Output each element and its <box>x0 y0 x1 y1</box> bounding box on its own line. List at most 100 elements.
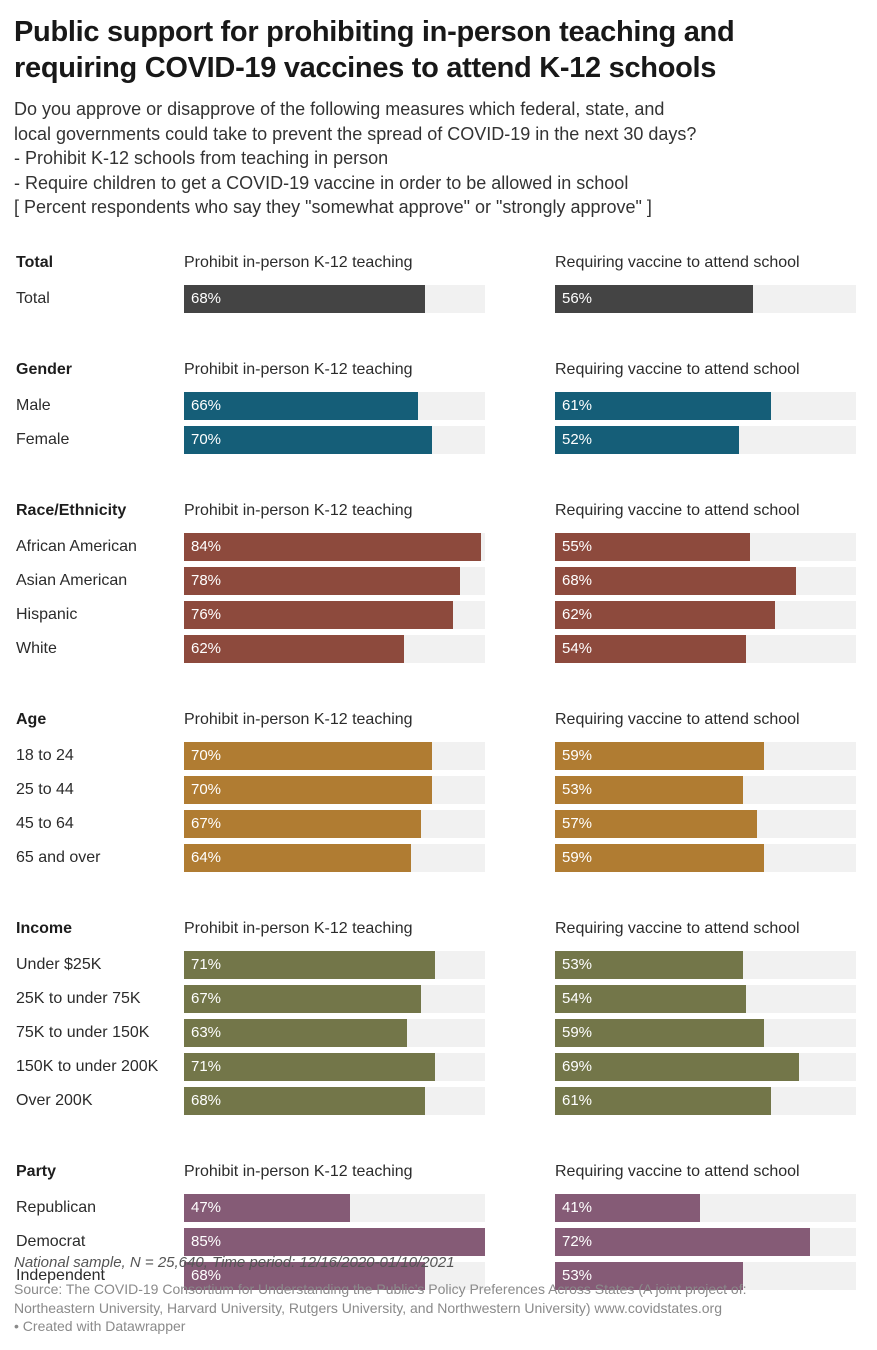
bar-track: 62% <box>555 601 856 629</box>
bar-value-label: 61% <box>562 397 593 414</box>
bar-track: 72% <box>555 1228 856 1256</box>
bar-track: 70% <box>184 426 485 454</box>
bar-value-label: 68% <box>191 290 222 307</box>
bar-value-label: 70% <box>191 781 222 798</box>
bar-value-label: 68% <box>562 572 593 589</box>
row-label: 45 to 64 <box>16 815 74 832</box>
row-label: Hispanic <box>16 606 78 623</box>
bar <box>555 1194 701 1222</box>
bar <box>555 426 740 454</box>
bar <box>184 1194 351 1222</box>
bar <box>555 844 764 872</box>
chart-notes: National sample, N = 25,640, Time period… <box>14 1254 455 1271</box>
bar <box>184 392 418 420</box>
bar <box>555 951 743 979</box>
bar-value-label: 71% <box>191 1058 222 1075</box>
group-title: Age <box>16 711 47 728</box>
column-header: Requiring vaccine to attend school <box>555 920 800 937</box>
bar-value-label: 67% <box>191 815 222 832</box>
bar <box>555 810 757 838</box>
column-header: Requiring vaccine to attend school <box>555 711 800 728</box>
chart-title: Public support for prohibiting in-person… <box>14 14 864 86</box>
bar-track: 64% <box>184 844 485 872</box>
row-label: White <box>16 640 57 657</box>
bar-track: 53% <box>555 776 856 804</box>
bar-track: 55% <box>555 533 856 561</box>
bar <box>555 776 743 804</box>
bar <box>184 1262 425 1290</box>
bar-value-label: 78% <box>191 572 222 589</box>
bar-value-label: 70% <box>191 431 222 448</box>
bar <box>184 1019 408 1047</box>
bar-track: 54% <box>555 635 856 663</box>
bar-track: 41% <box>555 1194 856 1222</box>
bar <box>184 533 482 561</box>
bar <box>555 1053 800 1081</box>
bar-track: 84% <box>184 533 485 561</box>
row-label: Female <box>16 431 70 448</box>
column-header: Requiring vaccine to attend school <box>555 1163 800 1180</box>
chart-description: Do you approve or disapprove of the foll… <box>14 97 864 220</box>
bar-track: 59% <box>555 844 856 872</box>
bar-value-label: 57% <box>562 815 593 832</box>
bar-track: 47% <box>184 1194 485 1222</box>
bar <box>555 985 747 1013</box>
bar <box>555 1019 764 1047</box>
column-header: Requiring vaccine to attend school <box>555 502 800 519</box>
source-line: Northeastern University, Harvard Univers… <box>14 1300 723 1316</box>
bar <box>184 1087 425 1115</box>
chart-source: Source: The COVID-19 Consortium for Unde… <box>14 1280 864 1318</box>
bar <box>184 1228 485 1256</box>
row-label: African American <box>16 538 137 555</box>
bar-value-label: 53% <box>562 956 593 973</box>
description-line: local governments could take to prevent … <box>14 123 697 144</box>
bar-value-label: 41% <box>562 1199 593 1216</box>
bar-value-label: 59% <box>562 747 593 764</box>
bar <box>555 533 750 561</box>
column-header: Prohibit in-person K-12 teaching <box>184 1163 413 1180</box>
bar-track: 61% <box>555 1087 856 1115</box>
description-line: [ Percent respondents who say they "some… <box>14 197 652 217</box>
bar-track: 53% <box>555 1262 856 1290</box>
row-label: Democrat <box>16 1233 86 1250</box>
bar-track: 54% <box>555 985 856 1013</box>
bar-value-label: 71% <box>191 956 222 973</box>
bar-value-label: 52% <box>562 431 593 448</box>
column-header: Prohibit in-person K-12 teaching <box>184 711 413 728</box>
bar-value-label: 76% <box>191 606 222 623</box>
bar-value-label: 55% <box>562 538 593 555</box>
row-label: 150K to under 200K <box>16 1058 159 1075</box>
row-label: 65 and over <box>16 849 101 866</box>
bar-track: 56% <box>555 285 856 313</box>
bar-track: 78% <box>184 567 485 595</box>
bar-track: 68% <box>184 1087 485 1115</box>
chart-title-line-2: requiring COVID-19 vaccines to attend K-… <box>14 52 717 84</box>
bar-value-label: 66% <box>191 397 222 414</box>
bar-track: 61% <box>555 392 856 420</box>
bar <box>555 635 747 663</box>
bar <box>184 742 432 770</box>
bar-track: 71% <box>184 951 485 979</box>
bar-value-label: 56% <box>562 290 593 307</box>
bar-track: 76% <box>184 601 485 629</box>
bar <box>184 985 422 1013</box>
row-label: Male <box>16 397 51 414</box>
row-label: Over 200K <box>16 1092 93 1109</box>
bar <box>184 951 436 979</box>
bar-track: 68% <box>555 567 856 595</box>
bar <box>184 776 432 804</box>
bar-track: 70% <box>184 742 485 770</box>
bar-value-label: 47% <box>191 1199 222 1216</box>
bar <box>184 810 422 838</box>
bar-value-label: 64% <box>191 849 222 866</box>
bar <box>184 844 411 872</box>
bar <box>555 601 775 629</box>
bar <box>184 635 404 663</box>
datawrapper-credit: • Created with Datawrapper <box>14 1318 186 1334</box>
bar <box>184 1053 436 1081</box>
bar-track: 68% <box>184 285 485 313</box>
row-label: Under $25K <box>16 956 102 973</box>
bar-value-label: 72% <box>562 1233 593 1250</box>
group-title: Gender <box>16 361 73 378</box>
